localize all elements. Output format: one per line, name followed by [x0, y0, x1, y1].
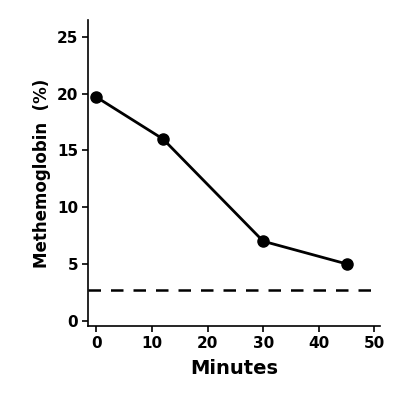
X-axis label: Minutes: Minutes: [190, 359, 278, 378]
Y-axis label: Methemoglobin  (%): Methemoglobin (%): [33, 78, 51, 268]
